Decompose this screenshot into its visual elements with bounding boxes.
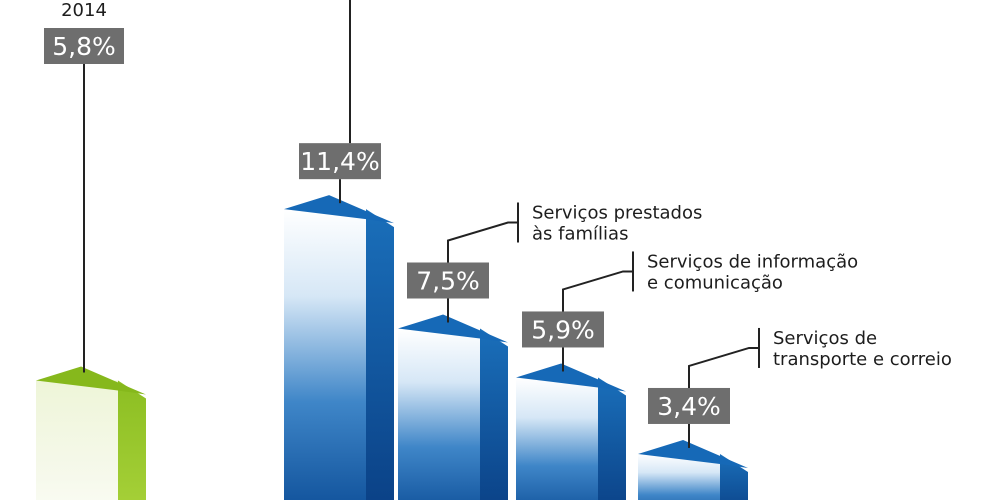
total-year-label: 2014: [61, 0, 107, 21]
bar-side-3: [720, 453, 748, 504]
bar-group-0: 11,4%: [284, 0, 394, 504]
value-label-box-0: [299, 143, 381, 180]
value-label-1: 7,5%: [416, 267, 480, 296]
category-label-2-line-0: Serviços de informação: [647, 251, 858, 272]
bar-side-1: [480, 328, 508, 504]
bar-top-2: [516, 363, 626, 392]
value-label-box-3: [648, 387, 730, 424]
category-label-2-line-1: e comunicação: [647, 272, 783, 293]
value-label-box-total: [44, 28, 124, 64]
bar-front-total: [36, 380, 118, 504]
bar-top-total: [36, 366, 146, 395]
value-label-0: 11,4%: [300, 147, 379, 176]
value-label-box-1: [407, 262, 489, 299]
bar-side-total: [118, 380, 146, 504]
value-label-box-2: [522, 311, 604, 348]
bar-side-0: [366, 209, 394, 504]
value-label-total: 5,8%: [52, 32, 116, 61]
bar-front-2: [516, 377, 598, 504]
bar-front-3: [638, 453, 720, 504]
category-label-1-line-1: às famílias: [532, 224, 628, 245]
category-leader-1: [447, 221, 518, 263]
value-label-3: 3,4%: [657, 392, 721, 421]
category-leader-2: [562, 270, 633, 312]
category-label-3-line-1: transporte e correio: [773, 349, 952, 370]
category-label-1-line-0: Serviços prestados: [532, 203, 702, 224]
bar-top-3: [638, 439, 748, 468]
bar-front-1: [398, 328, 480, 504]
category-label-3-line-0: Serviços de: [773, 328, 877, 349]
category-leader-3: [688, 346, 759, 388]
bar-top-0: [284, 195, 394, 224]
bar-side-2: [598, 377, 626, 504]
bar-top-1: [398, 314, 508, 343]
total-bar-group: 5,8% 2014: [36, 0, 146, 504]
value-label-2: 5,9%: [531, 315, 595, 344]
bar-front-0: [284, 209, 366, 504]
